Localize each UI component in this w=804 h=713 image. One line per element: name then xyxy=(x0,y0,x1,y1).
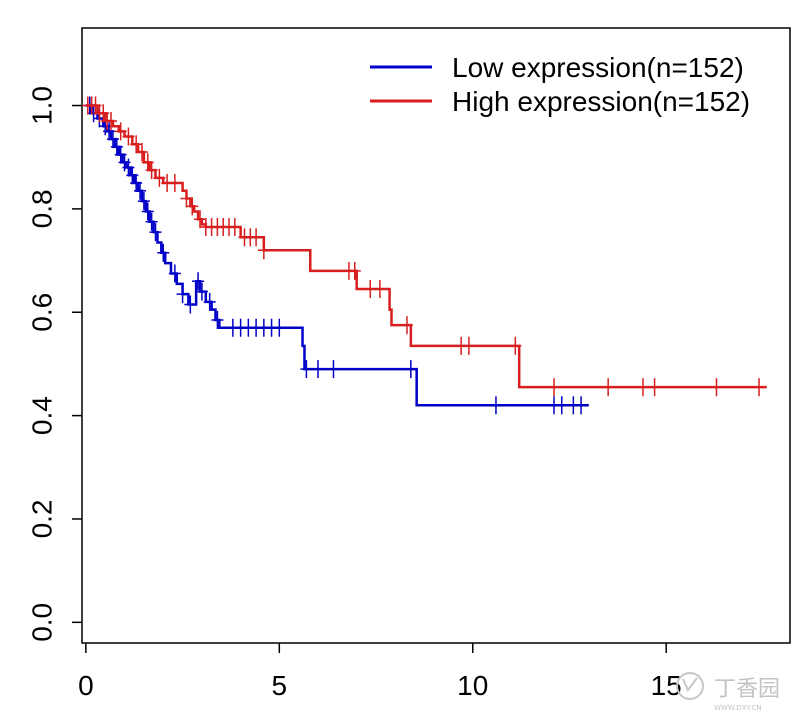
y-tick-label: 0.4 xyxy=(26,396,57,435)
stethoscope-logo-icon xyxy=(676,672,704,700)
legend-label: High expression(n=152) xyxy=(452,86,750,117)
series-low-expression xyxy=(83,96,589,415)
watermark-text: 丁香园 xyxy=(714,677,780,702)
y-tick-label: 0.6 xyxy=(26,293,57,332)
survival-curve xyxy=(85,104,767,389)
plot-border xyxy=(81,27,791,644)
watermark-subtext: WWW.DXY.CN xyxy=(714,704,762,712)
axes: 0 5 10 150.00.20.40.60.81.0 xyxy=(26,86,681,701)
y-tick-label: 0.8 xyxy=(26,189,57,228)
watermark: 丁香园 WWW.DXY.CN xyxy=(676,672,780,712)
y-tick-label: 0.2 xyxy=(26,499,57,538)
y-tick-label: 0.0 xyxy=(26,603,57,642)
plot-series xyxy=(81,96,767,415)
survival-curve xyxy=(85,104,589,407)
plot-frame xyxy=(81,27,791,644)
legend: Low expression(n=152)High expression(n=1… xyxy=(370,52,750,117)
x-tick-label: 10 xyxy=(457,670,488,701)
series-high-expression xyxy=(81,96,767,397)
y-tick-label: 1.0 xyxy=(26,86,57,125)
x-tick-label: 0 xyxy=(78,670,94,701)
legend-label: Low expression(n=152) xyxy=(452,52,744,83)
x-tick-label: 5 xyxy=(272,670,288,701)
